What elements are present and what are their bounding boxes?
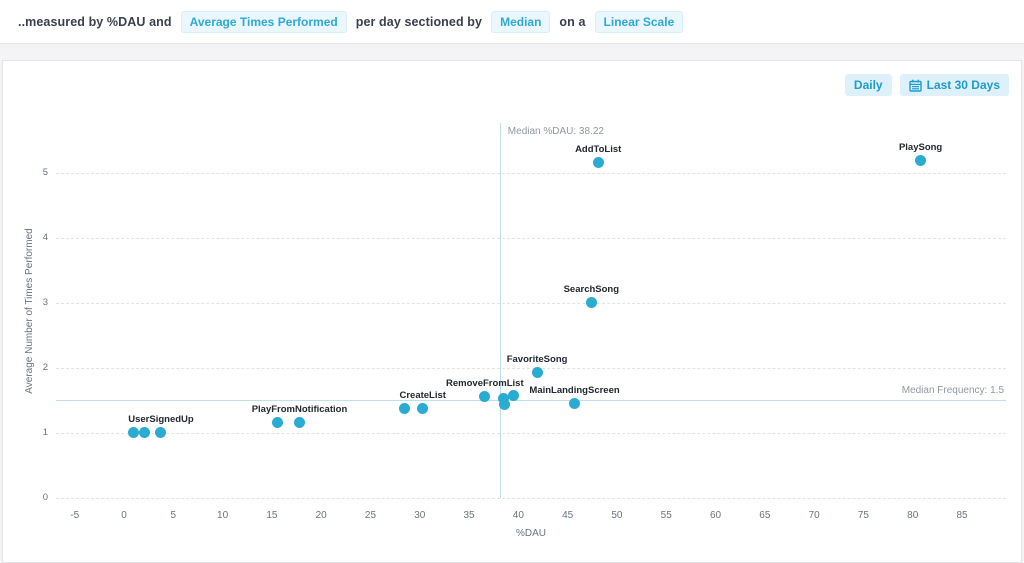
median-x-line (500, 123, 502, 498)
scatter-point[interactable] (915, 154, 927, 166)
interval-button[interactable]: Daily (844, 74, 892, 96)
point-label: AddToList (575, 144, 622, 156)
x-tick-label: 0 (121, 510, 127, 521)
median-x-label: Median %DAU: 38.22 (507, 126, 604, 137)
plot-area: Average Number of Times Performed %DAU 0… (24, 116, 1006, 539)
sectioned-by-text: per day sectioned by (355, 14, 483, 29)
scatter-point[interactable] (139, 427, 151, 439)
metric-selector[interactable]: Average Times Performed (180, 10, 347, 33)
gridline (56, 302, 1006, 304)
x-tick-label: 75 (857, 510, 869, 521)
scatter-point[interactable] (531, 367, 543, 379)
point-label: FavoriteSong (506, 354, 568, 366)
scatter-point[interactable] (569, 397, 581, 409)
point-label: PlaySong (898, 141, 943, 153)
y-tick-label: 0 (42, 491, 48, 503)
scale-selector[interactable]: Linear Scale (594, 10, 684, 33)
x-tick-label: 70 (808, 510, 820, 521)
x-tick-label: 35 (463, 510, 475, 521)
interval-button-label: Daily (853, 78, 883, 92)
scatter-point[interactable] (417, 402, 429, 414)
x-axis-title: %DAU (515, 528, 546, 539)
chart-card: Daily Last 30 Days Average Number of Tim… (2, 60, 1022, 563)
x-tick-label: 20 (315, 510, 327, 521)
x-tick-label: 45 (562, 510, 574, 521)
x-tick-label: 10 (217, 510, 229, 521)
point-label: RemoveFromList (446, 377, 524, 389)
gridline (56, 172, 1006, 174)
on-a-text: on a (559, 14, 586, 29)
scatter-point[interactable] (128, 427, 140, 439)
y-axis-title: Average Number of Times Performed (24, 228, 35, 394)
gridline (56, 432, 1006, 434)
x-tick-label: 55 (660, 510, 672, 521)
scatter-point[interactable] (499, 398, 511, 410)
x-tick-label: 50 (611, 510, 623, 521)
scatter-point[interactable] (507, 389, 519, 401)
x-tick-label: 80 (907, 510, 919, 521)
median-y-label: Median Frequency: 1.5 (901, 385, 1004, 397)
gridline (56, 237, 1006, 239)
y-tick-label: 3 (42, 296, 48, 308)
point-label: UserSignedUp (128, 414, 194, 426)
calendar-icon (908, 79, 922, 92)
date-range-button-label: Last 30 Days (926, 78, 1000, 92)
x-tick-label: 85 (956, 510, 968, 521)
y-tick-label: 2 (42, 361, 48, 373)
point-label: SearchSong (563, 284, 620, 296)
gridline (56, 367, 1006, 369)
scatter-point[interactable] (399, 402, 411, 414)
scatter-point[interactable] (585, 297, 597, 309)
x-tick-label: 30 (414, 510, 426, 521)
point-label: PlayFromNotification (251, 404, 348, 416)
x-tick-label: 15 (266, 510, 278, 521)
point-label: CreateList (399, 389, 446, 401)
date-range-button[interactable]: Last 30 Days (899, 74, 1009, 96)
point-label: MainLandingScreen (529, 384, 620, 396)
definition-bar: ..measured by %DAU and Average Times Per… (0, 0, 1024, 44)
x-tick-label: 25 (364, 510, 377, 521)
gridline (56, 497, 1006, 499)
x-tick-label: 40 (512, 510, 524, 521)
scatter-point[interactable] (272, 417, 284, 429)
y-tick-label: 4 (42, 231, 48, 243)
median-y-line (56, 399, 1006, 401)
scatter-point[interactable] (592, 157, 604, 169)
chart-toolbar: Daily Last 30 Days (844, 74, 1009, 96)
x-tick-label: 5 (170, 510, 177, 521)
scatter-point[interactable] (293, 417, 305, 429)
scatter-point[interactable] (155, 427, 167, 439)
measured-by-text: ..measured by %DAU and (18, 14, 172, 29)
scatter-point[interactable] (479, 390, 491, 402)
x-tick-label: -5 (70, 510, 80, 521)
x-tick-label: 60 (709, 510, 722, 521)
y-tick-label: 1 (42, 426, 48, 438)
x-tick-label: 65 (759, 510, 771, 521)
section-selector[interactable]: Median (491, 10, 551, 33)
y-tick-label: 5 (42, 166, 48, 178)
